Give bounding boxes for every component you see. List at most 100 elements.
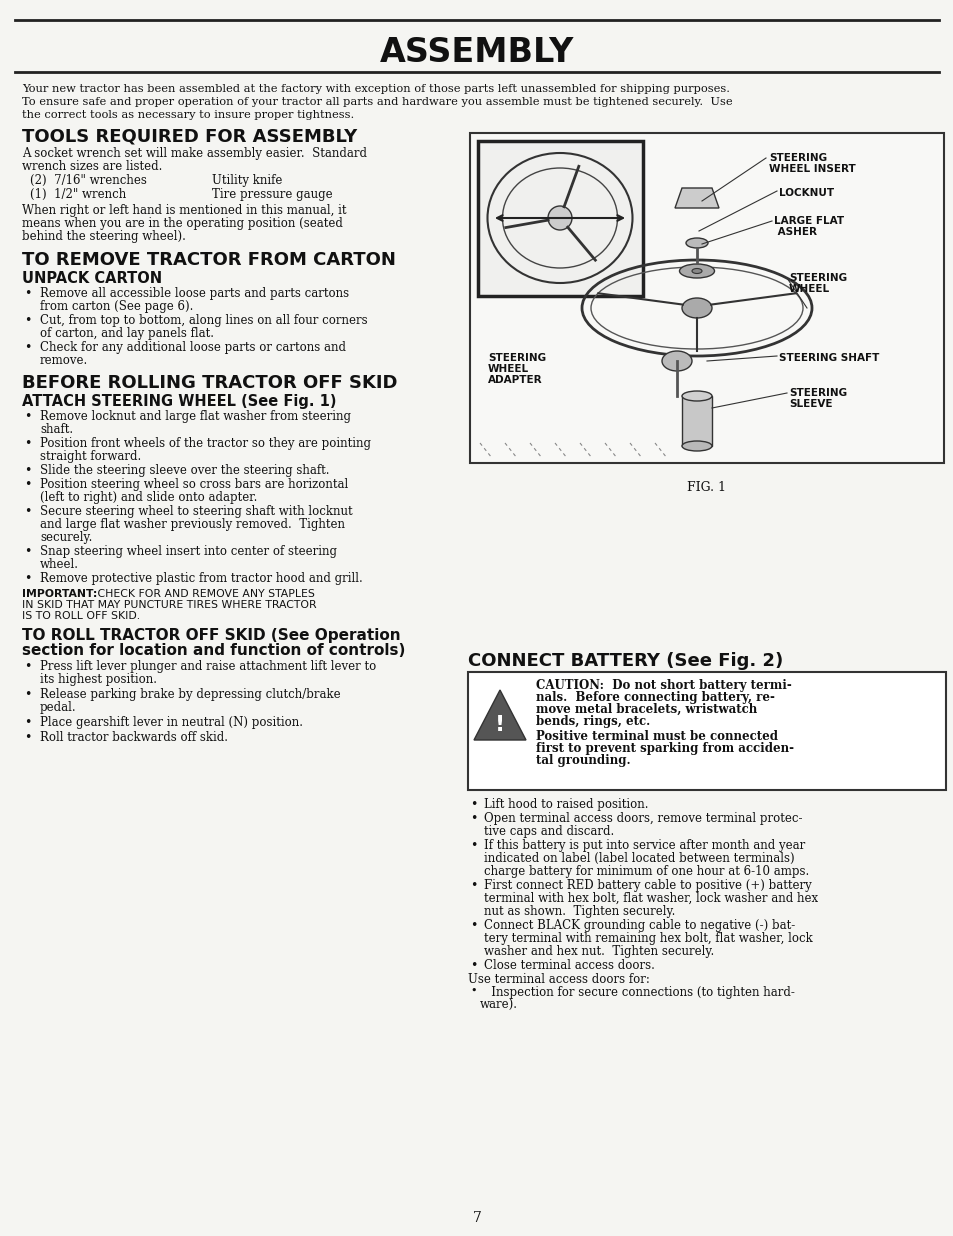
Text: STEERING: STEERING (788, 388, 846, 398)
Text: indicated on label (label located between terminals): indicated on label (label located betwee… (483, 852, 794, 865)
Text: Use terminal access doors for:: Use terminal access doors for: (468, 973, 649, 986)
Text: To ensure safe and proper operation of your tractor all parts and hardware you a: To ensure safe and proper operation of y… (22, 96, 732, 108)
Text: TO ROLL TRACTOR OFF SKID (See Operation: TO ROLL TRACTOR OFF SKID (See Operation (22, 628, 400, 643)
Text: •: • (470, 839, 476, 852)
Text: UNPACK CARTON: UNPACK CARTON (22, 271, 162, 286)
Text: behind the steering wheel).: behind the steering wheel). (22, 230, 186, 243)
Text: A socket wrench set will make assembly easier.  Standard: A socket wrench set will make assembly e… (22, 147, 367, 159)
Text: wheel.: wheel. (40, 557, 79, 571)
Text: •: • (24, 506, 31, 518)
Text: First connect RED battery cable to positive (+) battery: First connect RED battery cable to posit… (483, 879, 811, 892)
Bar (681, 396, 711, 446)
Text: •: • (470, 920, 476, 932)
Bar (477, 141, 642, 295)
Text: tal grounding.: tal grounding. (536, 754, 630, 768)
Text: Inspection for secure connections (to tighten hard-: Inspection for secure connections (to ti… (479, 986, 794, 999)
Text: remove.: remove. (40, 353, 89, 367)
Text: its highest position.: its highest position. (40, 672, 157, 686)
Text: TOOLS REQUIRED FOR ASSEMBLY: TOOLS REQUIRED FOR ASSEMBLY (22, 127, 356, 145)
Text: Cut, from top to bottom, along lines on all four corners: Cut, from top to bottom, along lines on … (40, 314, 367, 328)
Text: LOCKNUT: LOCKNUT (779, 188, 833, 198)
Text: •: • (470, 986, 476, 996)
Text: SLEEVE: SLEEVE (788, 399, 832, 409)
Text: and large flat washer previously removed.  Tighten: and large flat washer previously removed… (40, 518, 345, 531)
Text: •: • (24, 688, 31, 701)
Bar (470, 133, 943, 464)
Text: Release parking brake by depressing clutch/brake: Release parking brake by depressing clut… (40, 688, 340, 701)
Text: Utility knife: Utility knife (212, 174, 282, 187)
Ellipse shape (661, 351, 691, 371)
Text: charge battery for minimum of one hour at 6-10 amps.: charge battery for minimum of one hour a… (483, 865, 808, 878)
Circle shape (547, 206, 572, 230)
Text: Secure steering wheel to steering shaft with locknut: Secure steering wheel to steering shaft … (40, 506, 353, 518)
Ellipse shape (681, 391, 711, 400)
Text: LARGE FLAT: LARGE FLAT (773, 216, 843, 226)
Text: section for location and function of controls): section for location and function of con… (22, 643, 405, 658)
Text: Open terminal access doors, remove terminal protec-: Open terminal access doors, remove termi… (483, 812, 801, 824)
Text: Tire pressure gauge: Tire pressure gauge (212, 188, 333, 201)
Text: •: • (24, 730, 31, 744)
Text: terminal with hex bolt, flat washer, lock washer and hex: terminal with hex bolt, flat washer, loc… (483, 892, 818, 905)
Text: tery terminal with remaining hex bolt, flat washer, lock: tery terminal with remaining hex bolt, f… (483, 932, 812, 946)
Text: IMPORTANT:: IMPORTANT: (22, 590, 97, 599)
Text: STEERING: STEERING (788, 273, 846, 283)
Text: •: • (470, 798, 476, 811)
Polygon shape (675, 188, 719, 208)
Text: ADAPTER: ADAPTER (488, 375, 542, 384)
Text: (left to right) and slide onto adapter.: (left to right) and slide onto adapter. (40, 491, 257, 504)
Text: Remove locknut and large flat washer from steering: Remove locknut and large flat washer fro… (40, 410, 351, 423)
Text: CONNECT BATTERY (See Fig. 2): CONNECT BATTERY (See Fig. 2) (468, 653, 782, 670)
Ellipse shape (681, 441, 711, 451)
Text: If this battery is put into service after month and year: If this battery is put into service afte… (483, 839, 804, 852)
Ellipse shape (679, 265, 714, 278)
Text: IN SKID THAT MAY PUNCTURE TIRES WHERE TRACTOR: IN SKID THAT MAY PUNCTURE TIRES WHERE TR… (22, 599, 316, 611)
Text: CHECK FOR AND REMOVE ANY STAPLES: CHECK FOR AND REMOVE ANY STAPLES (94, 590, 314, 599)
Text: STEERING: STEERING (768, 153, 826, 163)
Text: the correct tools as necessary to insure proper tightness.: the correct tools as necessary to insure… (22, 110, 354, 120)
Text: •: • (24, 314, 31, 328)
Text: Close terminal access doors.: Close terminal access doors. (483, 959, 654, 971)
Text: FIG. 1: FIG. 1 (687, 481, 726, 494)
Text: Your new tractor has been assembled at the factory with exception of those parts: Your new tractor has been assembled at t… (22, 84, 729, 94)
Text: •: • (24, 572, 31, 585)
Text: ATTACH STEERING WHEEL (See Fig. 1): ATTACH STEERING WHEEL (See Fig. 1) (22, 394, 336, 409)
Text: securely.: securely. (40, 531, 92, 544)
Text: Positive terminal must be connected: Positive terminal must be connected (536, 730, 778, 743)
Text: of carton, and lay panels flat.: of carton, and lay panels flat. (40, 328, 213, 340)
Text: CAUTION:  Do not short battery termi-: CAUTION: Do not short battery termi- (536, 679, 791, 692)
Text: STEERING: STEERING (488, 353, 545, 363)
Text: Press lift lever plunger and raise attachment lift lever to: Press lift lever plunger and raise attac… (40, 660, 375, 672)
Text: •: • (24, 438, 31, 450)
Text: ASHER: ASHER (773, 227, 816, 237)
Text: !: ! (495, 714, 504, 735)
Ellipse shape (691, 268, 701, 273)
Ellipse shape (685, 239, 707, 248)
Text: nut as shown.  Tighten securely.: nut as shown. Tighten securely. (483, 905, 675, 918)
Text: •: • (24, 341, 31, 353)
Text: •: • (24, 660, 31, 672)
Bar (468, 672, 945, 790)
Text: Connect BLACK grounding cable to negative (-) bat-: Connect BLACK grounding cable to negativ… (483, 920, 795, 932)
Polygon shape (474, 690, 525, 740)
Text: •: • (24, 478, 31, 491)
Text: WHEEL INSERT: WHEEL INSERT (768, 164, 855, 174)
Text: •: • (24, 716, 31, 729)
Text: means when you are in the operating position (seated: means when you are in the operating posi… (22, 218, 342, 230)
Text: TO REMOVE TRACTOR FROM CARTON: TO REMOVE TRACTOR FROM CARTON (22, 251, 395, 269)
Text: •: • (470, 812, 476, 824)
Text: from carton (See page 6).: from carton (See page 6). (40, 300, 193, 313)
Text: •: • (24, 410, 31, 423)
Text: wrench sizes are listed.: wrench sizes are listed. (22, 159, 162, 173)
Text: Remove protective plastic from tractor hood and grill.: Remove protective plastic from tractor h… (40, 572, 362, 585)
Text: Position front wheels of the tractor so they are pointing: Position front wheels of the tractor so … (40, 438, 371, 450)
Text: Position steering wheel so cross bars are horizontal: Position steering wheel so cross bars ar… (40, 478, 348, 491)
Text: •: • (470, 959, 476, 971)
Text: nals.  Before connecting battery, re-: nals. Before connecting battery, re- (536, 691, 774, 705)
Text: Slide the steering sleeve over the steering shaft.: Slide the steering sleeve over the steer… (40, 464, 329, 477)
Ellipse shape (681, 298, 711, 318)
Text: bends, rings, etc.: bends, rings, etc. (536, 714, 650, 728)
Text: Roll tractor backwards off skid.: Roll tractor backwards off skid. (40, 730, 228, 744)
Text: BEFORE ROLLING TRACTOR OFF SKID: BEFORE ROLLING TRACTOR OFF SKID (22, 375, 397, 392)
Text: •: • (24, 545, 31, 557)
Text: •: • (24, 464, 31, 477)
